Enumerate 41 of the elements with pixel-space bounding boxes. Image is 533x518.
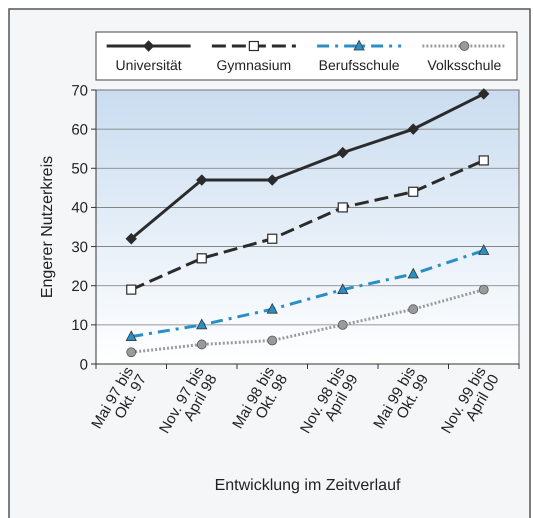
point bbox=[338, 202, 348, 213]
point bbox=[478, 244, 490, 255]
x-tick-label: Mai 99 bis Okt. 99 bbox=[370, 364, 432, 432]
point bbox=[478, 155, 489, 166]
legend-label: Universität bbox=[116, 57, 182, 73]
point bbox=[337, 147, 348, 158]
point bbox=[478, 284, 489, 295]
point bbox=[267, 336, 278, 346]
point bbox=[126, 347, 136, 358]
legend-label: Berufsschule bbox=[318, 57, 400, 73]
point bbox=[267, 234, 278, 244]
point bbox=[408, 186, 418, 197]
point bbox=[196, 318, 208, 330]
point bbox=[408, 268, 419, 278]
y-tick-label: 20 bbox=[71, 278, 88, 295]
x-tick-label: Mai 98 bis Okt. 98 bbox=[229, 364, 292, 432]
y-tick-label: 10 bbox=[71, 317, 88, 334]
y-axis-title: Engerer Nutzerkreis bbox=[39, 156, 56, 298]
y-tick-label: 70 bbox=[71, 82, 88, 100]
x-tick-label: Mai 97 bis Okt. 97 bbox=[88, 364, 150, 432]
point bbox=[266, 303, 278, 314]
point bbox=[126, 233, 137, 244]
point bbox=[408, 304, 418, 314]
x-axis-title: Entwicklung im Zeitverlauf bbox=[214, 477, 401, 494]
y-tick-label: 40 bbox=[71, 200, 88, 217]
y-tick-label: 60 bbox=[71, 121, 88, 138]
point bbox=[337, 284, 348, 294]
point bbox=[196, 340, 207, 350]
y-tick-label: 0 bbox=[80, 356, 88, 374]
y-tick-label: 50 bbox=[71, 160, 88, 178]
point bbox=[196, 174, 208, 186]
point bbox=[266, 174, 278, 186]
point bbox=[196, 253, 207, 264]
legend-label: Volksschule bbox=[427, 57, 502, 73]
y-tick-label: 30 bbox=[71, 238, 88, 256]
point bbox=[126, 330, 137, 341]
point bbox=[126, 284, 136, 295]
point bbox=[408, 124, 419, 135]
point bbox=[338, 320, 348, 330]
point bbox=[478, 88, 490, 100]
legend-label: Gymnasium bbox=[216, 57, 292, 73]
